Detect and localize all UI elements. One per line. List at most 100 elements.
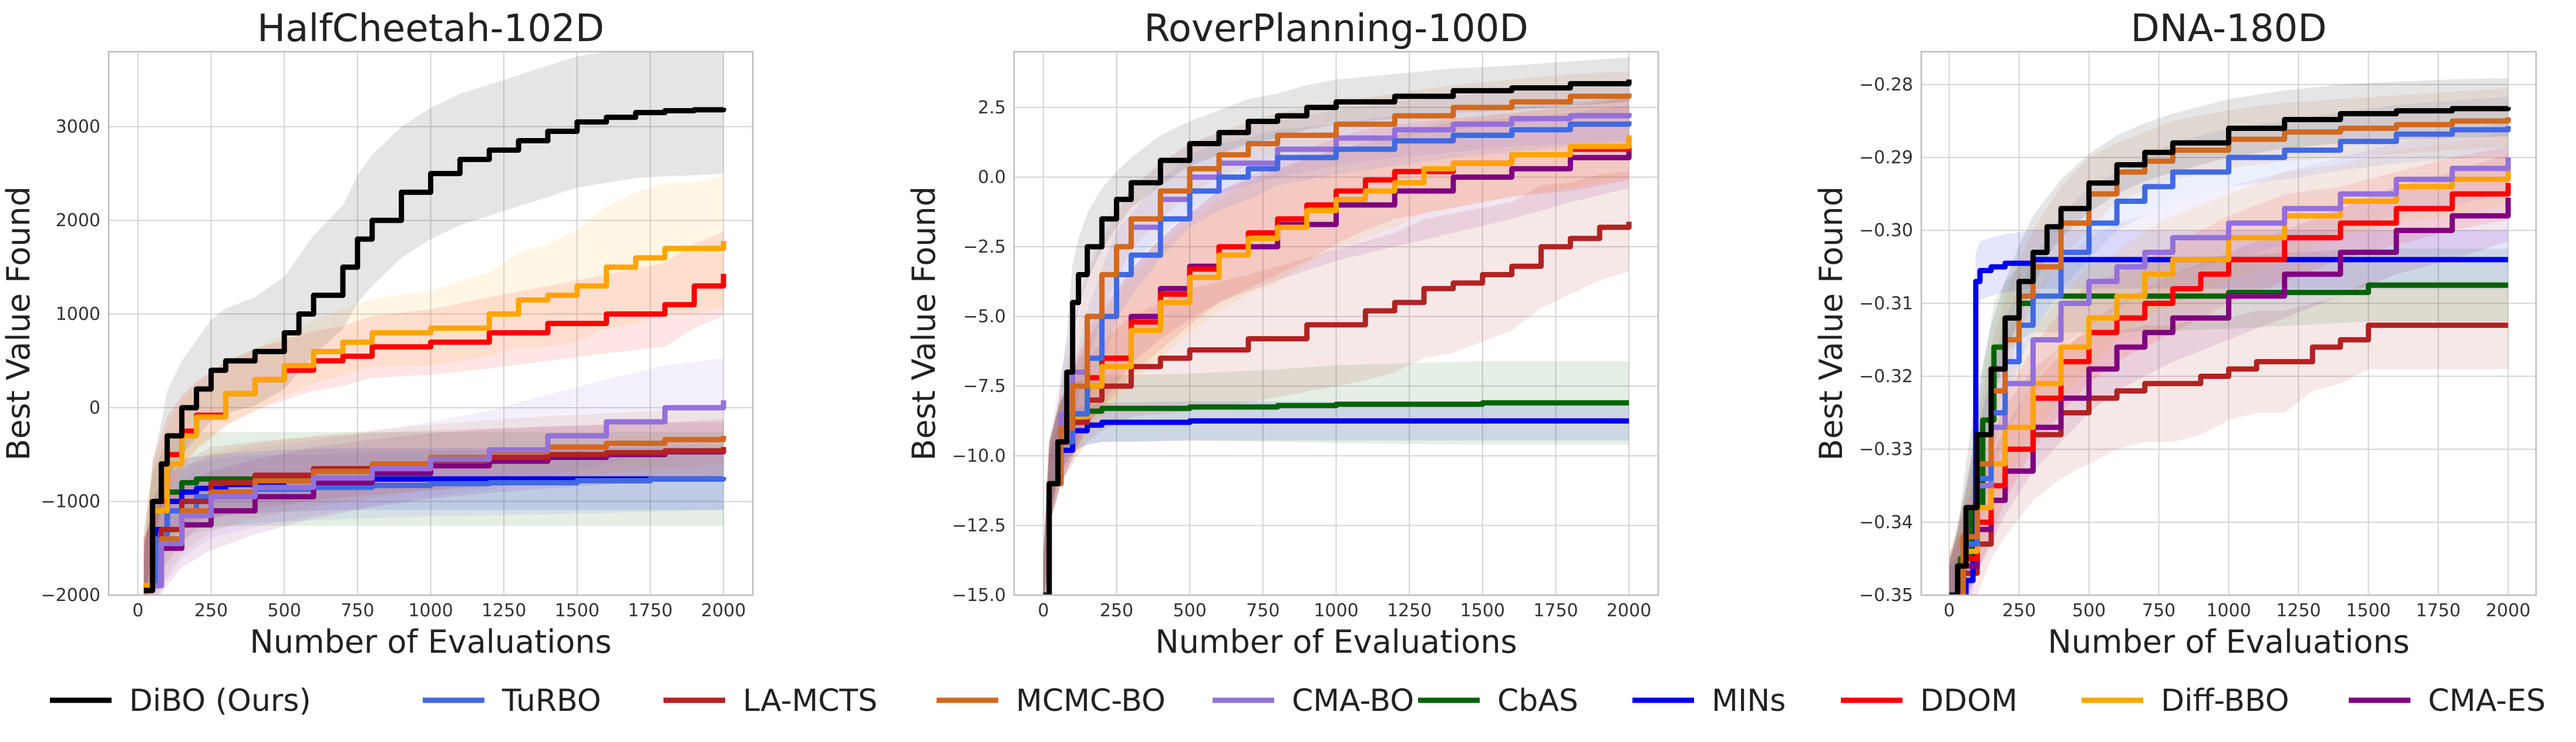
line-mcmc-bo <box>1043 93 1632 595</box>
chart-title: DNA-180D <box>2130 7 2326 51</box>
x-tick-label: 1750 <box>1533 600 1578 621</box>
line-la-mcts <box>1043 221 1632 595</box>
y-tick-label: −10.0 <box>952 446 1006 466</box>
line-cma-bo <box>143 400 726 589</box>
x-tick-label: 1000 <box>2206 600 2251 621</box>
y-tick-label: −1000 <box>41 492 100 512</box>
y-tick-label: −0.33 <box>1859 439 1913 460</box>
x-tick-label: 2000 <box>2486 600 2530 621</box>
y-tick-label: −7.5 <box>963 376 1006 397</box>
legend-label: MCMC-BO <box>1016 683 1166 719</box>
line-mins <box>1949 257 2508 595</box>
line-diff-bbo <box>1949 168 2511 595</box>
legend-label: DDOM <box>1920 683 2018 719</box>
plot-frame <box>1013 51 1659 596</box>
x-tick-label: 500 <box>268 600 301 621</box>
legend-item-mcmc-bo: MCMC-BO <box>937 683 1166 719</box>
x-tick-label: 2000 <box>1607 600 1651 621</box>
legend: DiBO (Ours) TuRBO LA-MCTS MCMC-BO CMA-BO CbAS… <box>50 683 2545 719</box>
band-turbo <box>1043 99 1629 595</box>
x-tick-label: 750 <box>341 600 374 621</box>
y-axis-label: Best Value Found <box>905 186 942 461</box>
legend-label: CMA-ES <box>2428 683 2545 719</box>
y-tick-label: −0.29 <box>1859 147 1913 168</box>
x-tick-label: 750 <box>1246 600 1279 621</box>
y-tick-label: 2.5 <box>978 98 1006 118</box>
y-tick-label: −15.0 <box>952 585 1006 606</box>
x-tick-label: 1500 <box>2346 600 2390 621</box>
legend-item-cma-bo: CMA-BO <box>1213 683 1414 719</box>
x-axis-label: Number of Evaluations <box>250 623 611 660</box>
y-tick-label: −0.35 <box>1859 585 1913 606</box>
y-tick-label: 2000 <box>56 210 100 231</box>
series-lines <box>1043 79 1632 595</box>
line-dibo-ours <box>1949 106 2511 595</box>
x-tick-label: 250 <box>194 600 228 621</box>
y-axis-label: Best Value Found <box>1813 186 1850 461</box>
plot-frame <box>1920 51 2537 596</box>
y-tick-label: 0.0 <box>978 167 1006 187</box>
legend-item-dibo-ours: DiBO (Ours) <box>50 683 311 719</box>
x-tick-label: 0 <box>1038 600 1049 621</box>
line-diff-bbo <box>143 241 726 589</box>
legend-label: CbAS <box>1497 683 1578 719</box>
x-tick-label: 1750 <box>2416 600 2460 621</box>
legend-item-la-mcts: LA-MCTS <box>664 683 877 719</box>
y-tick-label: 1000 <box>56 304 100 325</box>
chart-panel-dna-180d: 0 250 500 750 1000 1250 1500 1750 2000 −0.35 −0.34… <box>1813 7 2537 660</box>
x-tick-label: 1000 <box>408 600 453 621</box>
legend-label: DiBO (Ours) <box>129 683 311 719</box>
legend-item-cbas: CbAS <box>1418 683 1578 719</box>
legend-label: MINs <box>1712 683 1786 719</box>
legend-label: Diff-BBO <box>2161 683 2289 719</box>
band-cma-es <box>1949 153 2508 595</box>
legend-item-diff-bbo: Diff-BBO <box>2082 683 2289 719</box>
legend-item-ddom: DDOM <box>1841 683 2018 719</box>
chart-title: RoverPlanning-100D <box>1144 7 1528 51</box>
x-tick-label: 500 <box>1173 600 1207 621</box>
band-la-mcts <box>143 419 724 595</box>
y-tick-label: −2.5 <box>963 237 1006 257</box>
x-axis-label: Number of Evaluations <box>2048 623 2409 660</box>
y-tick-label: −0.31 <box>1859 293 1913 314</box>
y-tick-label: 0 <box>89 398 100 418</box>
y-tick-label: −0.34 <box>1859 512 1913 533</box>
x-axis-label: Number of Evaluations <box>1155 623 1517 660</box>
y-tick-label: −2000 <box>41 585 100 606</box>
line-dibo-ours <box>1043 79 1632 595</box>
series-lines <box>1949 106 2511 595</box>
x-tick-label: 1250 <box>2276 600 2321 621</box>
band-cma-es <box>1043 105 1629 595</box>
x-tick-label: 0 <box>1944 600 1955 621</box>
legend-item-turbo: TuRBO <box>423 683 601 719</box>
x-tick-label: 1250 <box>1387 600 1432 621</box>
line-dibo-ours <box>143 107 726 593</box>
chart-title: HalfCheetah-102D <box>257 7 604 51</box>
y-tick-label: −5.0 <box>963 307 1006 327</box>
plot-frame <box>107 51 754 596</box>
legend-item-mins: MINs <box>1632 683 1786 719</box>
x-tick-label: 1750 <box>628 600 672 621</box>
y-tick-label: −0.32 <box>1859 367 1913 387</box>
x-tick-label: 1500 <box>1460 600 1505 621</box>
x-tick-label: 1500 <box>555 600 600 621</box>
band-cma-bo <box>1043 85 1629 595</box>
chart-panel-halfcheetah-102d: 0 250 500 750 1000 1250 1500 1750 2000 −2000 −1000… <box>0 7 754 660</box>
x-tick-label: 250 <box>1100 600 1133 621</box>
line-mcmc-bo <box>143 435 726 589</box>
x-tick-label: 2000 <box>701 600 746 621</box>
legend-item-cma-es: CMA-ES <box>2349 683 2545 719</box>
x-tick-label: 1250 <box>481 600 526 621</box>
x-tick-label: 750 <box>2142 600 2176 621</box>
legend-label: CMA-BO <box>1292 683 1414 719</box>
band-diff-bbo <box>143 175 724 595</box>
x-tick-label: 0 <box>132 600 143 621</box>
x-tick-label: 500 <box>2072 600 2106 621</box>
series-lines <box>143 107 726 593</box>
band-dibo-ours <box>143 52 724 595</box>
chart-panel-roverplanning-100d: 0 250 500 750 1000 1250 1500 1750 2000 −15.0 −12.5… <box>905 7 1659 660</box>
y-axis-label: Best Value Found <box>0 186 37 461</box>
legend-label: LA-MCTS <box>743 683 877 719</box>
